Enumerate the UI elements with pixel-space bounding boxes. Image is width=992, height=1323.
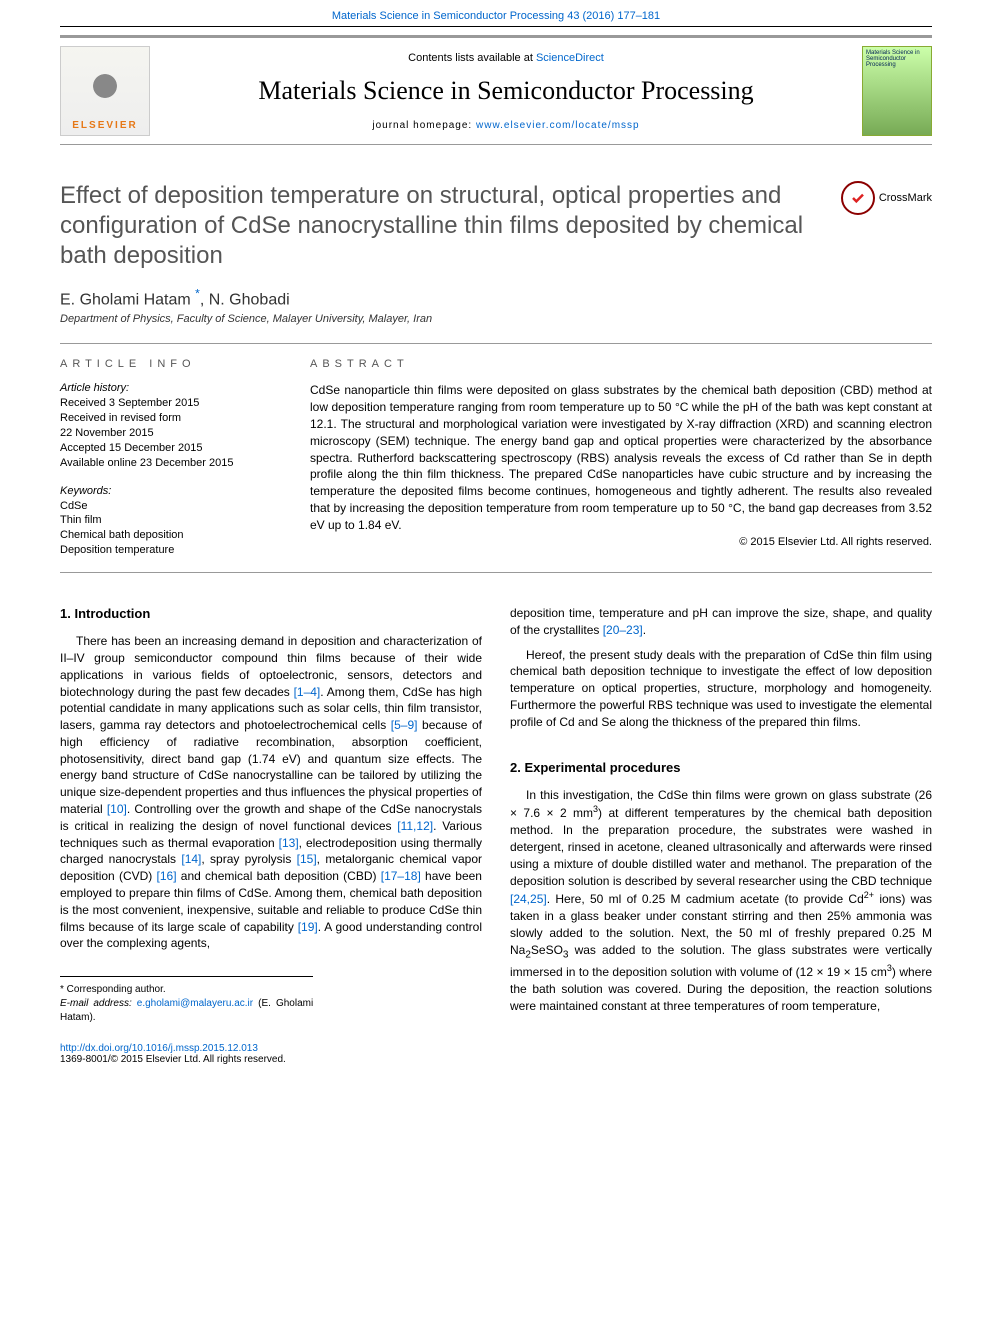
history-online: Available online 23 December 2015 xyxy=(60,456,270,471)
email-label: E-mail address: xyxy=(60,998,132,1009)
intro-paragraph: There has been an increasing demand in d… xyxy=(60,633,482,952)
journal-name: Materials Science in Semiconductor Proce… xyxy=(150,76,862,106)
abstract-text: CdSe nanoparticle thin films were deposi… xyxy=(310,382,932,533)
article-info-column: article info Article history: Received 3… xyxy=(60,343,290,573)
author-1: E. Gholami Hatam xyxy=(60,291,191,308)
abstract-heading: abstract xyxy=(310,358,932,370)
experimental-paragraph: In this investigation, the CdSe thin fil… xyxy=(510,787,932,1015)
article-title: Effect of deposition temperature on stru… xyxy=(60,181,825,271)
ref-link[interactable]: [16] xyxy=(157,869,177,883)
ref-link[interactable]: [11,12] xyxy=(397,819,433,833)
crossmark-icon xyxy=(841,181,875,215)
ref-link[interactable]: [10] xyxy=(107,802,127,816)
running-head-link[interactable]: Materials Science in Semiconductor Proce… xyxy=(332,10,660,22)
sciencedirect-link[interactable]: ScienceDirect xyxy=(536,52,604,64)
ref-link[interactable]: [24,25] xyxy=(510,892,547,906)
elsevier-logo: ELSEVIER xyxy=(60,46,150,136)
doi-link[interactable]: http://dx.doi.org/10.1016/j.mssp.2015.12… xyxy=(60,1043,258,1054)
body-columns: 1. Introduction There has been an increa… xyxy=(60,605,932,1025)
history-label: Article history: xyxy=(60,382,270,394)
corresponding-note: * Corresponding author. xyxy=(60,983,313,997)
ref-link[interactable]: [14] xyxy=(181,852,201,866)
footer: http://dx.doi.org/10.1016/j.mssp.2015.12… xyxy=(60,1043,932,1065)
body-column-left: 1. Introduction There has been an increa… xyxy=(60,605,482,1025)
ref-link[interactable]: [13] xyxy=(279,836,299,850)
ref-link[interactable]: [19] xyxy=(298,920,318,934)
authors: E. Gholami Hatam *, N. Ghobadi xyxy=(60,287,932,309)
article-info-heading: article info xyxy=(60,358,270,370)
header-rule xyxy=(60,26,932,27)
ref-link[interactable]: [20–23] xyxy=(603,623,643,637)
crossmark-badge[interactable]: CrossMark xyxy=(841,181,932,215)
history-accepted: Accepted 15 December 2015 xyxy=(60,441,270,456)
abstract-copyright: © 2015 Elsevier Ltd. All rights reserved… xyxy=(310,536,932,548)
history-revised-1: Received in revised form xyxy=(60,411,270,426)
contents-label: Contents lists available at xyxy=(408,52,533,64)
homepage-link[interactable]: www.elsevier.com/locate/mssp xyxy=(476,120,640,131)
affiliation: Department of Physics, Faculty of Scienc… xyxy=(60,313,932,325)
issn-copyright: 1369-8001/© 2015 Elsevier Ltd. All right… xyxy=(60,1054,932,1065)
keyword: CdSe xyxy=(60,499,270,514)
keyword: Deposition temperature xyxy=(60,543,270,558)
ref-link[interactable]: [5–9] xyxy=(391,718,418,732)
footnotes: * Corresponding author. E-mail address: … xyxy=(60,976,313,1025)
history-revised-2: 22 November 2015 xyxy=(60,426,270,441)
col2-paragraph-1: deposition time, temperature and pH can … xyxy=(510,605,932,639)
elsevier-tree-icon xyxy=(80,66,130,116)
intro-heading: 1. Introduction xyxy=(60,605,482,623)
keyword: Chemical bath deposition xyxy=(60,528,270,543)
info-abstract-row: article info Article history: Received 3… xyxy=(60,343,932,573)
experimental-heading: 2. Experimental procedures xyxy=(510,759,932,777)
keywords-label: Keywords: xyxy=(60,485,270,497)
running-head: Materials Science in Semiconductor Proce… xyxy=(0,0,992,26)
keyword: Thin film xyxy=(60,513,270,528)
ref-link[interactable]: [1–4] xyxy=(294,685,321,699)
journal-cover-thumbnail: Materials Science in Semiconductor Proce… xyxy=(862,46,932,136)
title-block: Effect of deposition temperature on stru… xyxy=(60,181,932,271)
homepage-label: journal homepage: xyxy=(372,120,472,131)
journal-banner-center: Contents lists available at ScienceDirec… xyxy=(150,52,862,131)
body-column-right: deposition time, temperature and pH can … xyxy=(510,605,932,1025)
keywords-block: Keywords: CdSe Thin film Chemical bath d… xyxy=(60,485,270,558)
crossmark-label: CrossMark xyxy=(879,192,932,204)
ref-link[interactable]: [17–18] xyxy=(381,869,421,883)
email-link[interactable]: e.gholami@malayeru.ac.ir xyxy=(137,998,253,1009)
ref-link[interactable]: [15] xyxy=(297,852,317,866)
author-2: , N. Ghobadi xyxy=(200,291,290,308)
email-line: E-mail address: e.gholami@malayeru.ac.ir… xyxy=(60,997,313,1025)
col2-paragraph-2: Hereof, the present study deals with the… xyxy=(510,647,932,731)
abstract-column: abstract CdSe nanoparticle thin films we… xyxy=(290,343,932,573)
journal-banner: ELSEVIER Contents lists available at Sci… xyxy=(60,35,932,145)
elsevier-brand: ELSEVIER xyxy=(72,120,137,135)
history-received: Received 3 September 2015 xyxy=(60,396,270,411)
